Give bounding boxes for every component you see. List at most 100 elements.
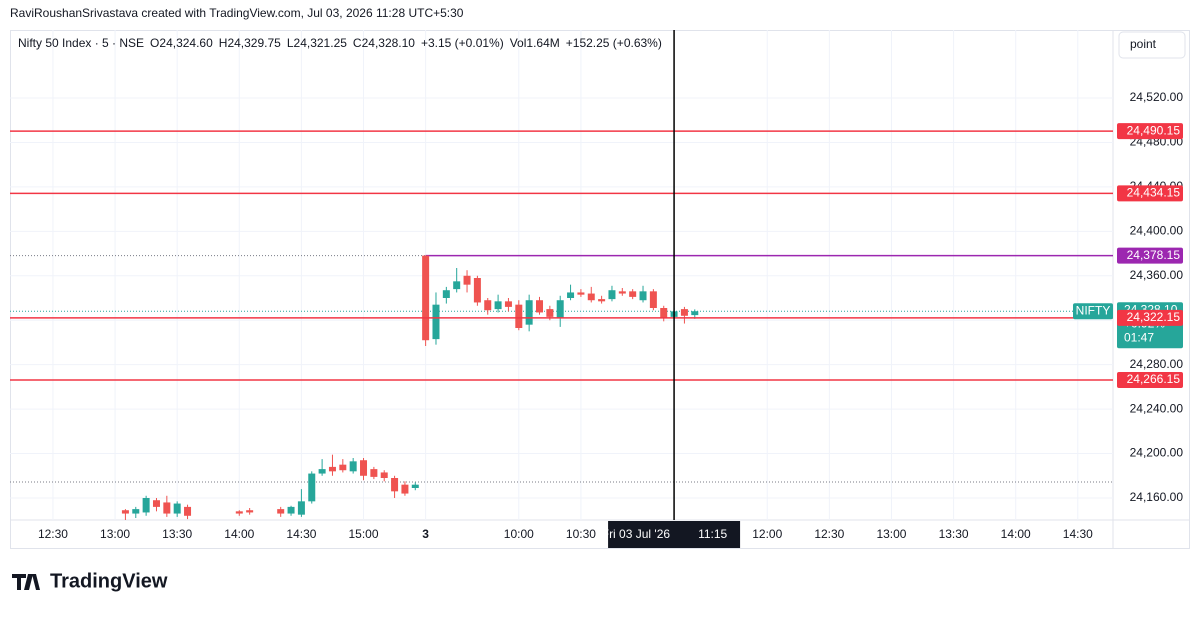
last-price-countdown: 01:47 [1124,330,1154,344]
candle-body [453,281,461,290]
ray-label: 24,378.15 [1127,248,1181,262]
level-label: 24,434.15 [1127,186,1181,200]
candle-body [691,311,699,316]
candle-body [587,293,595,301]
candle-body [370,469,378,477]
candle-body [567,292,575,298]
candle-body [142,498,150,513]
candle-body [401,484,409,494]
legend-item: 24,328.10 [362,36,416,50]
candle-body [639,291,647,301]
level-label: 24,322.15 [1127,310,1181,324]
legend-item: L [287,36,294,50]
candle-body [287,506,295,514]
candle-body [618,291,626,294]
candle-body [463,275,471,285]
ray-label-bg [1117,247,1183,264]
candle-body [680,309,688,316]
candle-body [328,466,336,472]
candle-body [556,300,564,318]
y-tick-label: 24,160.00 [1130,490,1184,504]
candle-body [173,503,181,514]
candle-body [184,506,192,516]
plot [10,130,1113,520]
legend-item: 24,329.75 [227,36,281,50]
x-tick-label: 3 [422,527,429,541]
candle-body [629,291,637,297]
legend-item: C [353,36,362,50]
candle-body [163,502,171,514]
candle-body [484,300,492,311]
candle-body [649,291,657,308]
candle-body [608,290,616,300]
candle-body [577,292,585,295]
x-tick-label: 13:00 [876,527,906,541]
level-label-bg [1117,309,1183,326]
scale-button-label[interactable]: point [1130,37,1157,51]
axes: 24,520.0024,480.0024,440.0024,400.0024,3… [38,30,1183,548]
candle-body [515,304,523,328]
candle-body [546,309,554,317]
candle-body [422,255,430,341]
x-tick-label: 14:30 [1063,527,1093,541]
scale-button[interactable] [1118,31,1186,59]
candle-body [411,484,419,488]
x-tick-label: 10:30 [566,527,596,541]
candle-body [318,469,326,474]
candle-body [277,509,285,514]
candle-body [598,299,606,302]
candle-body [308,473,316,502]
candle-body [152,500,160,507]
candle-body [349,461,357,472]
x-tick-label: 13:30 [162,527,192,541]
candle-body [504,301,512,307]
symbol-tag-bg [1073,303,1113,320]
legend-item: +3.15 (+0.01%) [421,36,504,50]
candle-body [473,278,481,303]
x-tick-label: 15:00 [349,527,379,541]
crosshair-date: Fri 03 Jul '26 [602,527,671,541]
legend-item: 1.64M [526,36,559,50]
x-tick-label: 14:00 [1001,527,1031,541]
candle-body [432,304,440,340]
x-tick-label: 14:00 [224,527,254,541]
y-tick-label: 24,280.00 [1130,357,1184,371]
legend-item: Vol [510,36,527,50]
y-tick-label: 24,240.00 [1130,401,1184,415]
legend-item: +152.25 (+0.63%) [566,36,662,50]
x-tick-label: 12:30 [38,527,68,541]
candle-body [494,301,502,310]
logo-icon [12,574,40,590]
candle-body [536,300,544,313]
candle-body [360,460,368,476]
y-tick-label: 24,400.00 [1130,224,1184,238]
logo-text: TradingView [50,570,168,592]
candle-body [132,509,140,514]
x-tick-label: 13:30 [939,527,969,541]
legend-item: H [219,36,228,50]
crosshair-label-bg [608,521,741,548]
candle-body [380,472,388,478]
crosshair-time: 11:15 [698,527,727,541]
candle-body [391,478,399,492]
candle-body [121,510,129,514]
x-tick-label: 13:00 [100,527,130,541]
legend-item: Nifty 50 Index · 5 · NSE [18,36,144,50]
x-tick-label: 12:30 [814,527,844,541]
logo: TradingView [12,570,168,592]
symbol-tag: NIFTY [1076,303,1111,317]
level-label-bg [1117,185,1183,202]
y-tick-label: 24,360.00 [1130,268,1184,282]
chart-frame [10,30,1190,549]
level-label: 24,266.15 [1127,372,1181,386]
x-tick-label: 14:30 [286,527,316,541]
level-label: 24,490.15 [1127,123,1181,137]
candle-body [442,290,450,298]
y-tick-label: 24,200.00 [1130,446,1184,460]
level-label-bg [1117,123,1183,140]
legend-item: 24,324.60 [159,36,213,50]
legend-item: 24,321.25 [294,36,348,50]
candle-body [246,510,254,513]
candle-body [525,300,533,325]
